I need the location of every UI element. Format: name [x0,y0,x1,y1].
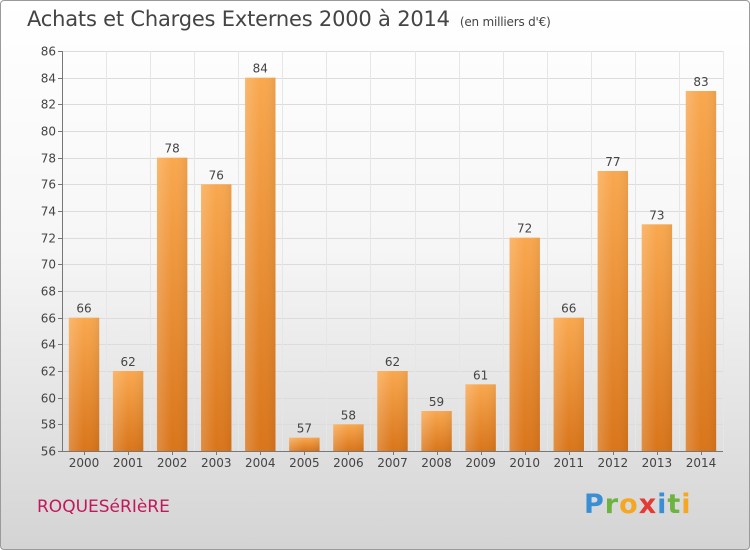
data-label: 83 [693,75,708,89]
y-tick-label: 66 [41,312,56,326]
x-tick-label: 2008 [421,456,452,470]
data-label: 78 [165,142,180,156]
chart-title: Achats et Charges Externes 2000 à 2014 (e… [27,7,551,31]
x-tick-label: 2001 [113,456,144,470]
bar-shine [597,171,629,451]
y-tick-label: 72 [41,232,56,246]
town-name: ROQUESéRIèRE [37,497,170,517]
data-label: 72 [517,222,532,236]
x-tick-label: 2004 [245,456,276,470]
x-tick-label: 2013 [642,456,673,470]
x-tick-label: 2009 [465,456,496,470]
bar-shine [509,237,540,451]
chart-unit: (en milliers d'€) [459,15,551,29]
data-labels: 66 62 78 76 84 57 58 62 59 61 72 66 77 73 83 [76,62,708,436]
bar-shine [112,371,144,451]
data-label: 61 [473,368,488,382]
axes: 56 58 60 62 64 66 68 70 72 74 76 78 80 82 84 86 2000 2001… [41,45,723,470]
x-tick-label: 2003 [201,456,232,470]
logo-letter: r [604,489,620,520]
logo-letter: o [619,489,639,520]
x-tick-label: 2012 [598,456,629,470]
y-tick-label: 68 [41,285,56,299]
bar-shine [641,224,673,451]
x-tick-label: 2007 [377,456,408,470]
bar-shine [685,91,717,451]
x-tick-label: 2002 [157,456,188,470]
y-tick-label: 70 [41,258,56,272]
data-label: 73 [649,208,664,222]
bar-shine [421,411,452,451]
chart-title-text: Achats et Charges Externes 2000 à 2014 [27,7,450,31]
logo-letter: i [681,489,692,520]
y-tick-label: 84 [41,72,56,86]
y-tick-label: 76 [41,178,56,192]
y-tick-label: 56 [41,445,56,459]
logo-letter: P [584,489,605,520]
y-tick-label: 80 [41,125,56,139]
bar-shine [289,437,320,451]
bar-shine [68,317,100,451]
bars [68,77,717,452]
y-tick-label: 78 [41,152,56,166]
y-tick-label: 82 [41,98,56,112]
x-tick-label: 2010 [509,456,540,470]
logo-letter: x [638,489,658,520]
data-label: 66 [561,302,576,316]
bar-shine [156,157,188,451]
x-tick-label: 2005 [289,456,320,470]
data-label: 76 [209,168,224,182]
y-tick-label: 62 [41,365,56,379]
bar-shine [553,317,584,451]
data-label: 84 [253,62,268,76]
bar-shine [377,371,408,451]
proxiti-logo: Proxiti [584,489,692,520]
data-label: 62 [385,355,400,369]
bar-shine [245,77,276,452]
logo-letter: t [667,489,682,520]
y-tick-label: 74 [41,205,56,219]
data-label: 58 [341,408,356,422]
bar-shine [465,384,496,451]
x-tick-label: 2011 [553,456,584,470]
data-label: 57 [297,422,312,436]
y-tick-label: 60 [41,392,56,406]
y-tick-label: 58 [41,418,56,432]
data-label: 77 [605,155,620,169]
x-tick-label: 2014 [686,456,717,470]
y-tick-label: 86 [41,45,56,59]
logo-letter: i [657,489,668,520]
bar-shine [201,184,232,452]
data-label: 59 [429,395,444,409]
x-tick-label: 2000 [69,456,100,470]
y-tick-label: 64 [41,338,56,352]
bar-shine [333,424,364,451]
data-label: 62 [120,355,135,369]
x-tick-label: 2006 [333,456,364,470]
data-label: 66 [76,302,91,316]
